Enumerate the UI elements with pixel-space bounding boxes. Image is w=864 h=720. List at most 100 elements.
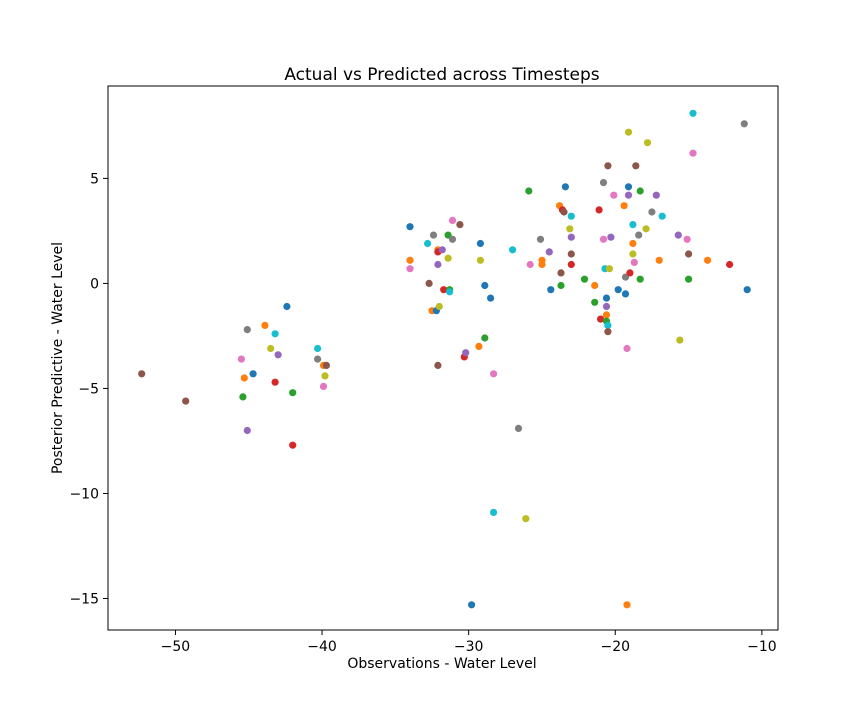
data-point-12 bbox=[274, 351, 282, 359]
data-point-101 bbox=[624, 183, 633, 191]
data-point-41 bbox=[448, 216, 457, 224]
data-point-121 bbox=[685, 250, 693, 258]
data-point-109 bbox=[635, 231, 643, 239]
data-point-94 bbox=[614, 286, 622, 294]
x-tick-label: −40 bbox=[307, 639, 337, 655]
data-point-84 bbox=[602, 294, 611, 302]
data-point-79 bbox=[595, 206, 603, 214]
data-point-128 bbox=[743, 286, 751, 294]
data-point-34 bbox=[438, 246, 446, 254]
data-point-127 bbox=[740, 120, 748, 128]
data-point-112 bbox=[642, 225, 650, 233]
data-point-35 bbox=[434, 361, 442, 369]
plot-area-frame bbox=[107, 85, 779, 631]
data-point-21 bbox=[322, 361, 330, 369]
data-point-54 bbox=[490, 508, 498, 516]
y-tick-label: −15 bbox=[69, 591, 99, 607]
data-point-56 bbox=[514, 424, 523, 432]
data-point-38 bbox=[444, 254, 452, 262]
data-point-90 bbox=[604, 162, 612, 170]
data-point-11 bbox=[271, 378, 279, 386]
y-tick-label: −10 bbox=[69, 486, 99, 502]
data-point-103 bbox=[626, 269, 634, 277]
data-point-17 bbox=[314, 355, 322, 363]
data-point-74 bbox=[567, 250, 575, 258]
data-point-119 bbox=[676, 336, 684, 344]
data-point-118 bbox=[674, 231, 682, 239]
data-point-66 bbox=[557, 269, 565, 277]
data-point-85 bbox=[602, 302, 611, 311]
data-point-122 bbox=[685, 275, 693, 283]
data-point-117 bbox=[658, 212, 666, 220]
data-point-95 bbox=[620, 202, 628, 210]
x-tick-label: −20 bbox=[600, 639, 630, 655]
data-point-114 bbox=[648, 208, 656, 216]
data-point-104 bbox=[629, 239, 637, 248]
data-point-102 bbox=[624, 191, 633, 199]
data-point-108 bbox=[632, 162, 640, 170]
data-point-69 bbox=[560, 208, 568, 216]
data-point-82 bbox=[599, 235, 608, 243]
y-axis-ticks: 5 0 −5 −10 −15 bbox=[69, 171, 108, 607]
data-point-126 bbox=[726, 260, 734, 269]
data-point-42 bbox=[448, 235, 457, 243]
data-point-111 bbox=[636, 275, 644, 283]
data-point-55 bbox=[508, 246, 517, 254]
data-point-50 bbox=[481, 281, 489, 290]
data-point-67 bbox=[557, 281, 565, 290]
data-point-9 bbox=[267, 344, 275, 353]
data-point-7 bbox=[249, 370, 257, 378]
data-point-93 bbox=[610, 191, 618, 199]
data-point-73 bbox=[567, 233, 575, 241]
data-point-45 bbox=[462, 349, 470, 357]
data-point-25 bbox=[424, 239, 432, 248]
data-point-115 bbox=[652, 191, 660, 199]
x-tick-label: −30 bbox=[454, 639, 484, 655]
data-point-46 bbox=[468, 601, 476, 609]
data-point-100 bbox=[624, 128, 633, 136]
data-point-22 bbox=[406, 223, 414, 231]
data-point-62 bbox=[538, 260, 546, 269]
data-point-32 bbox=[434, 260, 442, 269]
y-tick-label: 0 bbox=[90, 276, 99, 292]
data-point-86 bbox=[602, 311, 611, 319]
data-point-10 bbox=[271, 330, 279, 338]
data-point-13 bbox=[283, 302, 291, 311]
data-point-64 bbox=[547, 286, 555, 294]
data-point-49 bbox=[476, 256, 484, 264]
data-point-47 bbox=[475, 342, 483, 350]
data-point-23 bbox=[406, 256, 414, 264]
data-point-58 bbox=[525, 187, 533, 195]
data-point-98 bbox=[623, 344, 631, 353]
x-axis-label: Observations - Water Level bbox=[347, 656, 536, 672]
data-point-0 bbox=[138, 370, 146, 378]
data-point-1 bbox=[182, 397, 190, 405]
data-point-8 bbox=[261, 321, 269, 329]
data-point-124 bbox=[689, 149, 697, 157]
data-point-123 bbox=[689, 109, 697, 117]
data-point-113 bbox=[643, 139, 652, 147]
data-point-20 bbox=[319, 382, 328, 390]
data-point-63 bbox=[545, 248, 553, 256]
data-point-60 bbox=[536, 235, 545, 243]
data-point-26 bbox=[425, 279, 433, 287]
data-point-5 bbox=[243, 326, 251, 334]
data-point-91 bbox=[605, 265, 614, 273]
x-axis-ticks: −50 −40 −30 −20 −10 bbox=[161, 630, 777, 655]
y-tick-label: −5 bbox=[78, 381, 99, 397]
data-points bbox=[138, 109, 751, 609]
data-point-48 bbox=[476, 239, 484, 248]
data-point-36 bbox=[440, 286, 448, 294]
chart-title: Actual vs Predicted across Timesteps bbox=[284, 65, 599, 85]
data-point-89 bbox=[604, 328, 612, 336]
y-tick-label: 5 bbox=[90, 171, 99, 187]
data-point-53 bbox=[490, 370, 498, 378]
data-point-110 bbox=[636, 187, 644, 195]
data-point-125 bbox=[704, 256, 712, 264]
data-point-14 bbox=[289, 389, 297, 397]
data-point-71 bbox=[566, 225, 574, 233]
data-point-43 bbox=[456, 221, 464, 229]
data-point-105 bbox=[629, 221, 637, 229]
data-point-107 bbox=[630, 258, 638, 266]
